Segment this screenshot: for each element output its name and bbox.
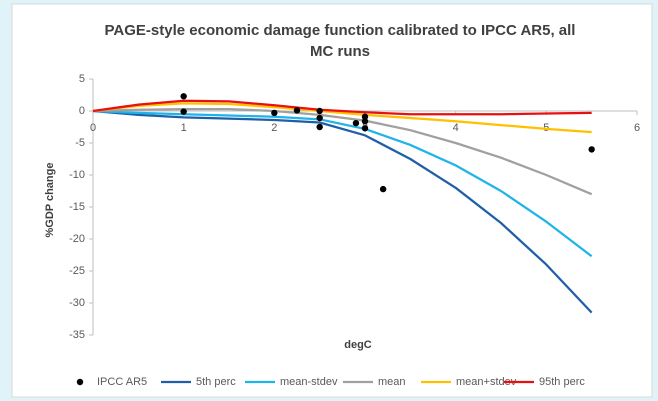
y-tick-label: -30: [69, 297, 85, 309]
point: [316, 107, 323, 115]
point: [293, 107, 301, 114]
point: [361, 113, 369, 120]
legend-label: 5th perc: [196, 376, 236, 388]
point: [361, 125, 369, 132]
legend-label: mean-stdev: [280, 376, 338, 388]
legend-label: mean+stdev: [456, 376, 517, 388]
legend-label: IPCC AR5: [97, 376, 147, 388]
point: [361, 118, 369, 125]
line: [92, 109, 593, 314]
y-tick-label: 5: [79, 73, 85, 85]
line: [92, 99, 592, 116]
x-axis-label: degC: [344, 339, 372, 351]
x-tick-label: 1: [181, 122, 187, 134]
legend-marker: [76, 378, 84, 386]
line: [92, 102, 592, 134]
chart-title: MC runs: [310, 43, 370, 60]
point: [352, 119, 360, 127]
x-tick-label: 4: [453, 122, 459, 134]
point: [588, 146, 595, 153]
y-tick-label: -5: [75, 137, 85, 149]
point: [379, 185, 387, 193]
y-tick-label: -20: [69, 233, 85, 245]
chart-title: PAGE-style economic damage function cali…: [105, 22, 576, 39]
x-tick-label: 2: [271, 122, 277, 134]
y-tick-label: -10: [69, 169, 85, 181]
legend-label: mean: [378, 376, 406, 388]
x-tick-label: 0: [90, 122, 96, 134]
chart-area: [11, 3, 653, 398]
y-tick-label: 0: [79, 105, 85, 117]
line: [92, 109, 593, 258]
point: [316, 123, 323, 131]
y-tick-label: -35: [69, 329, 85, 341]
legend-label: 95th perc: [539, 376, 585, 388]
y-tick-label: -25: [69, 265, 85, 277]
line: [92, 107, 593, 196]
x-tick-label: 6: [634, 122, 640, 134]
y-axis-label: %GDP change: [44, 163, 56, 238]
point: [180, 93, 187, 100]
point: [316, 114, 323, 122]
y-tick-label: -15: [69, 201, 85, 213]
point: [180, 108, 187, 115]
point: [271, 109, 278, 117]
